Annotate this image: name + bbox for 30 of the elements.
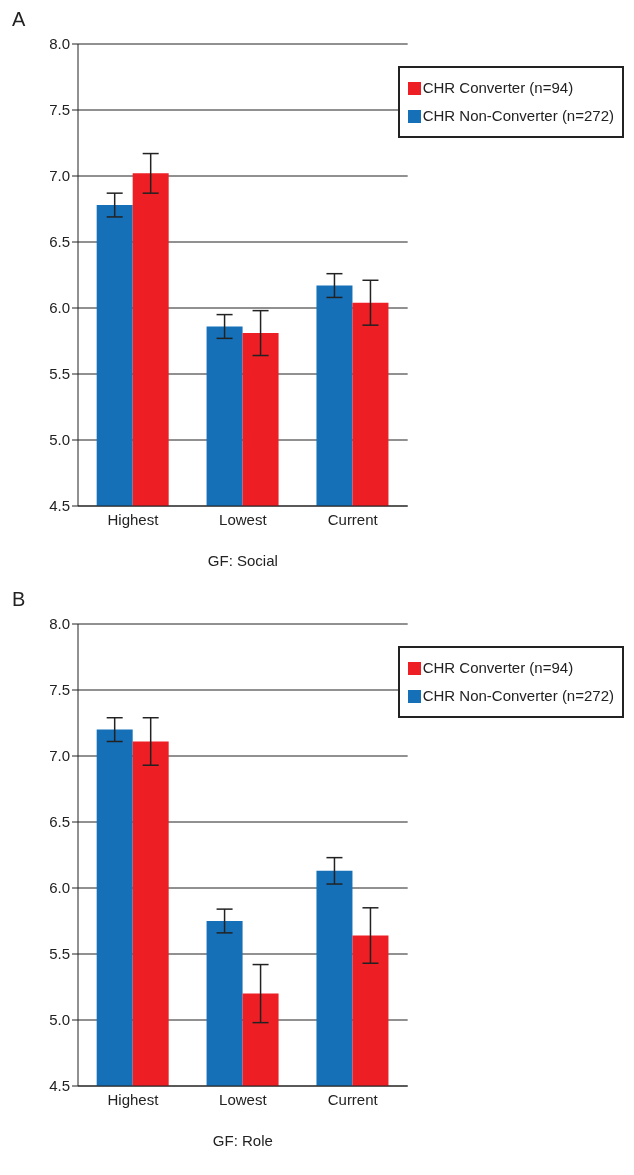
x-tick-label: Current bbox=[327, 510, 379, 528]
y-tick-label: 8.0 bbox=[49, 35, 70, 53]
x-axis-title: GF: Social bbox=[207, 552, 278, 569]
y-tick-label: 8.0 bbox=[49, 615, 70, 633]
y-tick-label: 6.5 bbox=[49, 233, 70, 251]
y-tick-label: 6.5 bbox=[49, 813, 70, 831]
legend-label: CHR Non-Converter (n=272) bbox=[422, 686, 614, 706]
x-tick-label: Highest bbox=[107, 510, 160, 528]
y-tick-label: 5.5 bbox=[49, 945, 70, 963]
y-tick-label: 7.0 bbox=[49, 747, 70, 765]
y-tick-label: 4.5 bbox=[49, 1077, 70, 1095]
x-axis-title: GF: Role bbox=[212, 1132, 273, 1149]
chart-title: A bbox=[11, 8, 27, 32]
y-tick-label: 5.0 bbox=[49, 1011, 70, 1029]
y-tick-label: 6.0 bbox=[49, 879, 70, 897]
chart-title: B bbox=[11, 588, 27, 612]
x-tick-label: Lowest bbox=[219, 510, 268, 528]
y-tick-label: 5.5 bbox=[49, 365, 70, 383]
y-tick-label: 7.5 bbox=[49, 101, 70, 119]
y-tick-label: 7.0 bbox=[49, 167, 70, 185]
legend-label: CHR Non-Converter (n=272) bbox=[422, 106, 614, 126]
x-tick-label: Current bbox=[327, 1090, 379, 1108]
y-tick-label: 7.5 bbox=[49, 681, 70, 699]
x-tick-label: Lowest bbox=[219, 1090, 268, 1108]
x-tick-label: Highest bbox=[107, 1090, 160, 1108]
y-tick-label: 6.0 bbox=[49, 299, 70, 317]
legend-label: CHR Converter (n=94) bbox=[422, 658, 574, 678]
y-tick-label: 5.0 bbox=[49, 431, 70, 449]
legend-label: CHR Converter (n=94) bbox=[422, 78, 574, 98]
y-tick-label: 4.5 bbox=[49, 497, 70, 515]
